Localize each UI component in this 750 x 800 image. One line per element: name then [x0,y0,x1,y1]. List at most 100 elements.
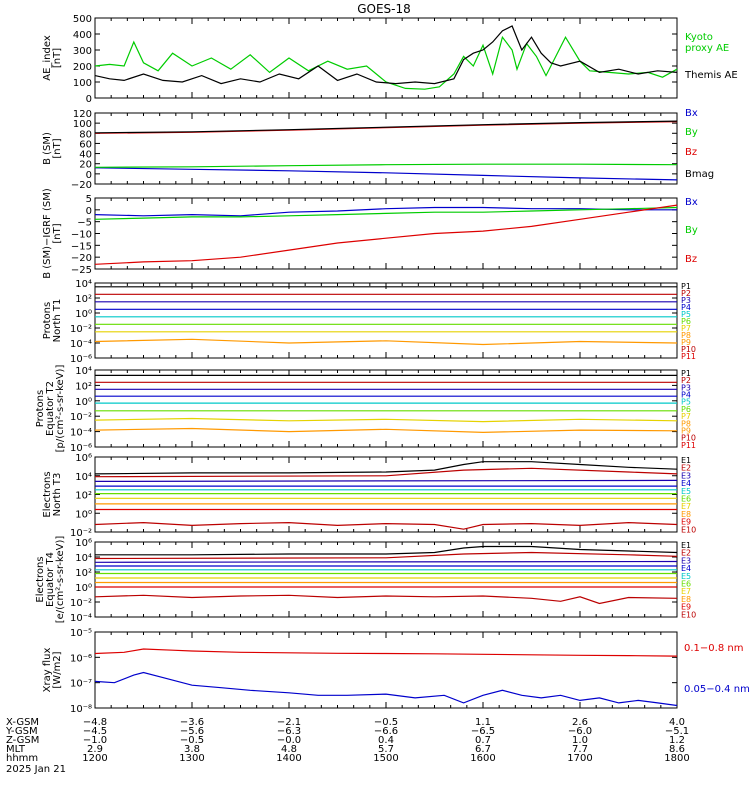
series-line-e3 [94,479,678,482]
axis-row-value: 1.0 [572,735,588,746]
y-tick-label: 10⁰ [75,397,92,408]
axis-row-value: 8.6 [669,744,685,755]
y-tick-label: −25 [71,265,92,276]
axis-row-value: 1.1 [475,717,491,728]
y-tick-label: 10⁻⁶ [70,354,92,365]
legend-entry: E2 [681,464,691,473]
axis-row-value: −6.6 [374,726,398,737]
axis-row-label: Z-GSM [6,735,39,746]
axis-row-value: 1800 [664,753,689,764]
y-tick-label: 100 [73,119,92,130]
y-tick-label: 10⁻⁸ [70,704,92,715]
legend-entry: Themis AE [684,70,738,81]
y-tick-label: −15 [71,241,92,252]
y-tick-label: 0 [86,206,92,217]
series-line-e2 [94,551,678,560]
y-tick-label: 10² [75,491,92,502]
axis-row-value: 3.8 [184,744,200,755]
panel-xray: 10⁻⁸ 10⁻⁷ 10⁻⁶ 10⁻⁵ Xray flux [W/m2] 0.1−0.8 n… [42,628,750,715]
series-line-bx [94,206,677,217]
axis-row-value: −6.5 [471,726,495,737]
legend-entry: By [685,225,698,236]
y-tick-label: −20 [71,180,92,191]
legend-entry: E1 [681,456,691,465]
legend-entry: P11 [681,352,696,361]
legend-entry: P6 [681,317,691,326]
legend-entry: Bz [685,254,697,265]
axis-row-value: 1400 [276,753,301,764]
y-tick-label: 10⁻⁵ [70,628,92,639]
series-line-0-05-0-4-nm [94,671,678,707]
legend-entry: E3 [681,556,691,565]
axis-row-value: −2.1 [277,717,301,728]
panel-frame [94,456,678,533]
legend-entry: E6 [681,580,691,589]
axis-row-value: −4.5 [83,726,107,737]
axis-row-value: −5.1 [665,726,689,737]
y-tick-label: 10⁻⁴ [70,339,92,350]
series-line-by [94,163,678,168]
axis-row-label: MLT [6,744,26,755]
y-tick-label: 10⁴ [75,472,92,483]
series-line-e1 [94,461,678,475]
axis-row-value: 1500 [373,753,398,764]
y-axis-label: Electrons [35,556,46,602]
legend-entry: P10 [681,434,696,443]
series-line-e10 [94,594,678,605]
legend-entry: P6 [681,405,691,414]
legend-entry: P2 [681,289,691,298]
y-tick-label: 400 [73,30,92,41]
panel-protons-t1: 10⁻⁶ 10⁻⁴ 10⁻² 10⁰ 10² 10⁴ Protons North T1 P1P2… [42,279,696,365]
legend-entry: E9 [681,518,691,527]
series-line-e2 [94,467,678,478]
y-axis-label: Equator T2 [45,381,56,436]
y-tick-label: 20 [79,160,92,171]
axis-row-label: hhmm [6,753,38,764]
y-tick-label: 100 [73,78,92,89]
axis-row-value: 2.6 [572,717,588,728]
y-axis-label: Electrons [42,471,53,517]
axis-row-value: 2.9 [87,744,103,755]
y-tick-label: 10⁰ [75,509,92,520]
y-axis-label: [nT] [52,48,63,68]
y-tick-label: 5 [86,194,92,205]
y-tick-label: 10⁻⁶ [70,443,92,454]
y-tick-label: −10 [71,230,92,241]
y-tick-label: 500 [73,14,92,25]
axis-row-value: −0.0 [277,735,301,746]
series-line-themis-ae [94,25,678,85]
axis-row-value: −1.0 [83,735,107,746]
axis-row-value: −0.5 [180,735,204,746]
axis-row-value: −5.6 [180,726,204,737]
y-tick-label: 120 [73,109,92,120]
y-tick-label: 10⁴ [75,279,92,290]
y-axis-label: Xray flux [42,648,53,693]
y-axis-label: Equator T4 [45,552,56,607]
axis-row-value: 7.7 [572,744,588,755]
axis-row-value: −6.3 [277,726,301,737]
legend-entry: E8 [681,595,691,604]
axis-row-value: 1700 [567,753,592,764]
legend-entry: P5 [681,398,691,407]
series-line-0-1-0-8-nm [94,648,678,657]
y-tick-label: 60 [79,139,92,150]
y-tick-label: 10⁴ [75,366,92,377]
series-line-e10 [94,521,678,530]
y-tick-label: 10⁶ [75,453,92,464]
y-tick-label: 10⁻⁷ [70,679,92,690]
y-tick-label: 10⁻² [70,412,92,423]
time-axis: X-GSM −4.8 −3.6 −2.1 −0.5 1.1 2.6 4.0Y-GSM −4.5−… [5,717,690,775]
axis-row-label: X-GSM [6,717,39,728]
legend-entry: E7 [681,502,691,511]
y-tick-label: −5 [77,218,92,229]
legend-entry: P3 [681,296,691,305]
y-tick-label: 0 [86,170,92,181]
legend-entry: E2 [681,549,691,558]
axis-row-value: 6.7 [475,744,491,755]
legend-entry: Bz [685,147,697,158]
axis-row-label: Y-GSM [5,726,38,737]
axis-row-value: 1300 [179,753,204,764]
axis-row-value: −6.0 [568,726,592,737]
